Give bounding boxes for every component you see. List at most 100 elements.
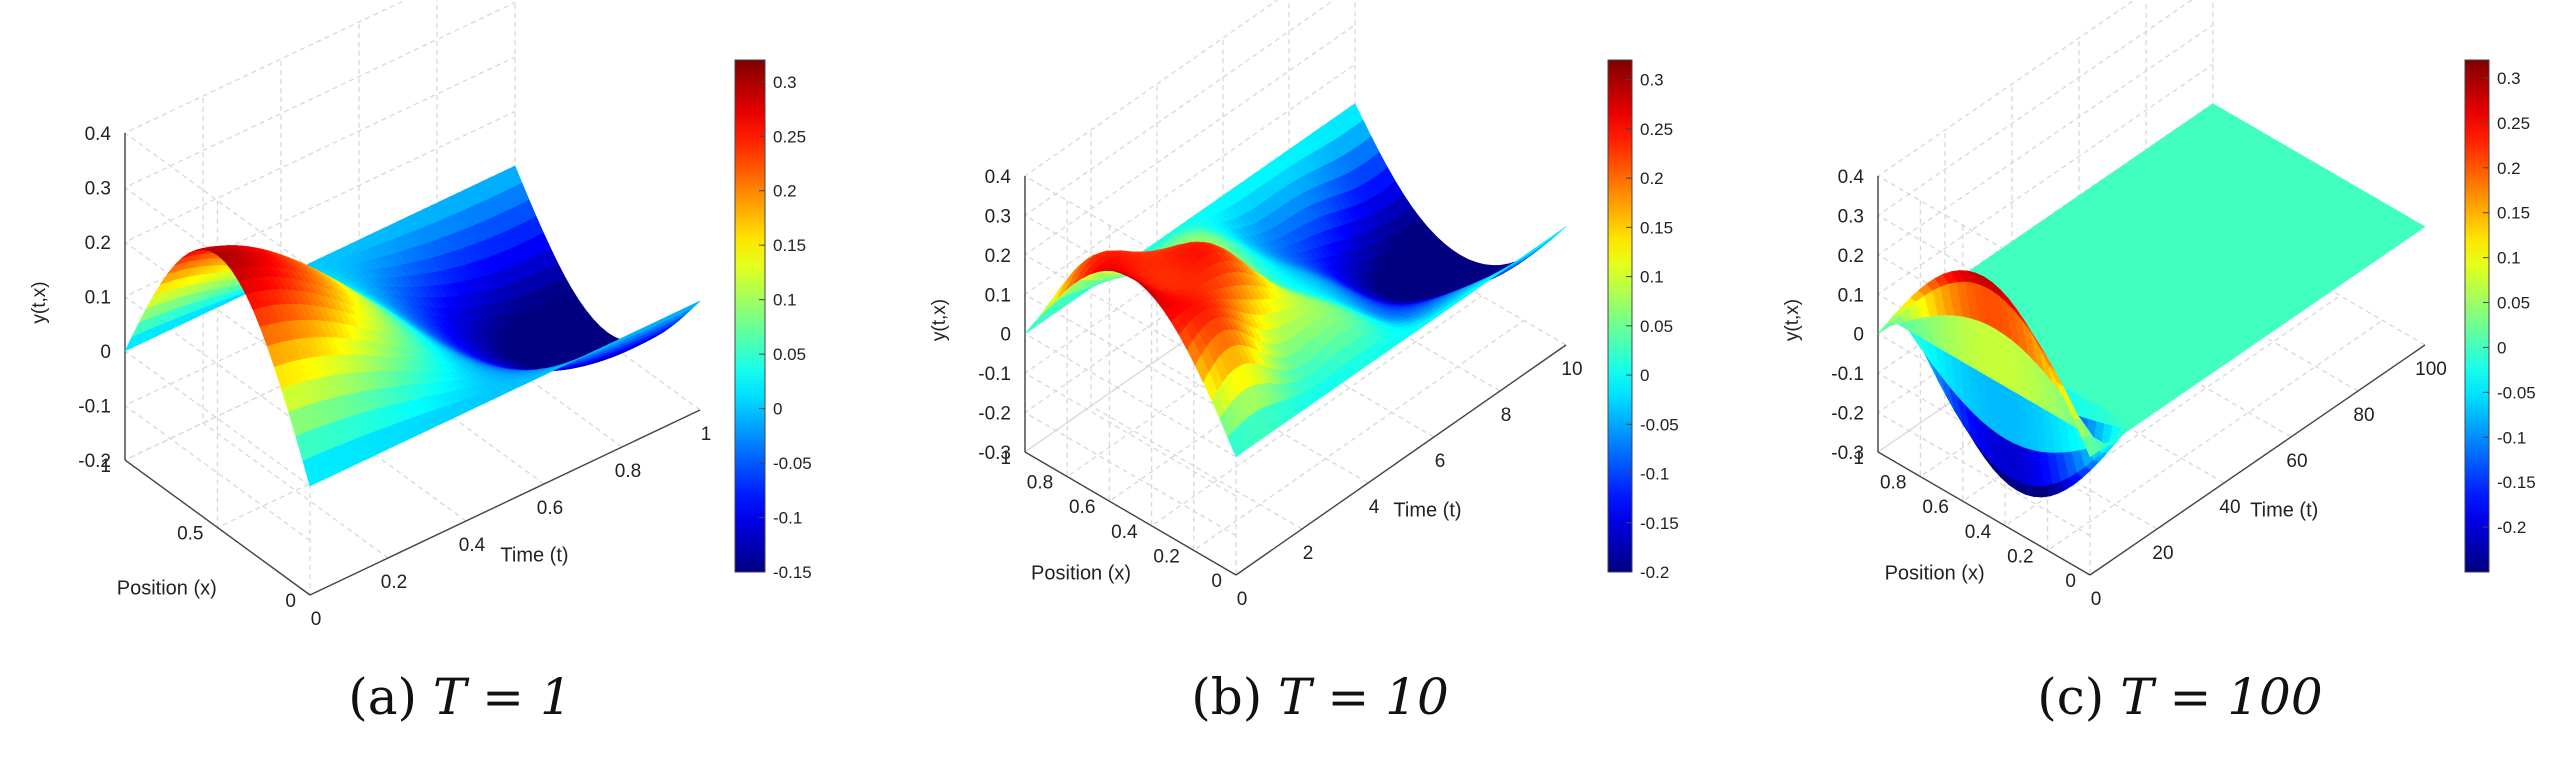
x-axis-label: Time (t) <box>1393 500 1461 522</box>
z-tick-label: 0.1 <box>985 285 1011 306</box>
colorbar-tick-label: 0.2 <box>1640 169 1664 188</box>
colorbar <box>2464 59 2490 573</box>
z-tick-label: 0.3 <box>85 179 111 200</box>
colorbar-tick-label: 0 <box>2497 338 2506 357</box>
colorbar-tick-label: 0.3 <box>2497 69 2521 88</box>
surface-mesh <box>1024 103 1567 458</box>
y-tick-label: 0.5 <box>177 524 203 545</box>
caption-c-math: T = 100 <box>2120 668 2323 726</box>
x-tick-label: 80 <box>2353 405 2374 426</box>
z-tick-label: 0.2 <box>985 246 1011 267</box>
colorbar-tick-label: -0.1 <box>2497 428 2526 447</box>
y-tick-label: 0.8 <box>1880 473 1906 494</box>
x-axis-label: Time (t) <box>2250 500 2318 522</box>
x-tick-label: 60 <box>2286 451 2307 472</box>
z-tick-label: 0.4 <box>985 167 1012 188</box>
colorbar-tick-label: 0.25 <box>1640 120 1673 139</box>
x-tick-label: 8 <box>1501 405 1512 426</box>
z-tick-label: -0.1 <box>78 397 111 418</box>
colorbar-tick-label: 0.2 <box>2497 159 2521 178</box>
colorbar-tick-label: 0.1 <box>2497 249 2521 268</box>
colorbar-tick-label: 0.1 <box>1640 268 1664 287</box>
y-tick-label: 0.4 <box>1965 522 1992 543</box>
colorbar-tick-label: 0.25 <box>2497 114 2530 133</box>
z-tick-label: -0.1 <box>1831 364 1864 385</box>
colorbar-tick-label: -0.15 <box>1640 514 1679 533</box>
y-tick-label: 0.2 <box>1153 546 1179 567</box>
axis-frame <box>1024 176 1567 576</box>
y-tick-label: 0.6 <box>1922 497 1948 518</box>
x-axis-line <box>309 409 701 596</box>
x-tick-label: 4 <box>1369 497 1380 518</box>
x-axis-line <box>1235 344 1567 576</box>
x-tick-label: 2 <box>1303 543 1314 564</box>
z-tick-label: 0.2 <box>85 233 111 254</box>
z-tick-label: -0.3 <box>1831 443 1864 464</box>
y-axis-label: Position (x) <box>117 577 217 599</box>
colorbar-tick-label: 0.2 <box>773 182 797 201</box>
grid-line-x <box>202 96 389 559</box>
colorbar-tick-label: 0.15 <box>1640 218 1673 237</box>
colorbar-tick-label: 0.25 <box>773 127 806 146</box>
x-tick-label: 1 <box>701 424 712 445</box>
colorbar-tick-label: -0.05 <box>1640 415 1679 434</box>
colorbar-tick-label: 0.3 <box>773 73 797 92</box>
x-tick-label: 40 <box>2219 497 2240 518</box>
surface-patch <box>302 457 317 487</box>
axis-frame <box>124 133 701 596</box>
x-tick-label: 0 <box>1237 589 1248 610</box>
y-axis-line <box>124 459 311 596</box>
colorbar-tick-label: -0.05 <box>2497 383 2536 402</box>
y-axis-line <box>1024 451 1237 576</box>
z-tick-label: -0.2 <box>1831 404 1864 425</box>
colorbar-tick-label: -0.2 <box>2497 518 2526 537</box>
y-axis-label: Position (x) <box>1031 563 1131 585</box>
caption-b: (b) T = 10 <box>1170 668 1470 726</box>
colorbar <box>1607 59 1633 573</box>
x-tick-label: 0 <box>311 609 322 630</box>
surface-mesh <box>124 165 701 487</box>
colorbar-tick-label: -0.15 <box>773 563 812 582</box>
y-tick-label: 0 <box>1211 571 1222 592</box>
surface-patch <box>1877 322 1892 334</box>
surface-plot-a: 00.20.40.60.8100.51-0.2-0.100.10.20.30.4… <box>29 0 812 630</box>
y-tick-label: 0 <box>2065 571 2076 592</box>
surface-patch <box>686 300 701 312</box>
colorbar-tick-label: 0 <box>773 400 782 419</box>
colorbar-tick-label: 0.1 <box>773 291 797 310</box>
caption-a: (a) T = 1 <box>330 668 590 726</box>
x-tick-label: 0.6 <box>537 498 563 519</box>
z-axis-label: y(t,x) <box>929 299 950 341</box>
colorbar-tick-label: 0.05 <box>2497 294 2530 313</box>
y-tick-label: 1 <box>100 456 111 477</box>
z-tick-label: 0.1 <box>85 288 111 309</box>
y-tick-label: 0.4 <box>1111 522 1138 543</box>
colorbar-tick-label: 0.05 <box>773 345 806 364</box>
x-tick-label: 20 <box>2152 543 2173 564</box>
caption-c-prefix: (c) <box>2037 668 2121 726</box>
grid-line-y <box>1150 249 1482 528</box>
surface-plot-c: 02040608010000.20.40.60.81-0.3-0.2-0.100… <box>1782 0 2536 610</box>
x-tick-label: 0.8 <box>615 461 641 482</box>
y-tick-label: 0.2 <box>2007 546 2033 567</box>
caption-a-math: T = 1 <box>432 668 572 726</box>
z-axis-label: y(t,x) <box>1782 299 1803 341</box>
colorbar-tick-label: -0.05 <box>773 454 812 473</box>
z-tick-label: -0.2 <box>978 404 1011 425</box>
colorbar-tick-label: -0.1 <box>773 509 802 528</box>
z-tick-label: -0.2 <box>78 451 111 472</box>
y-tick-label: 0 <box>285 591 296 612</box>
colorbar-tick-label: 0 <box>1640 366 1649 385</box>
surface-mesh <box>1877 103 2426 498</box>
grid-line-y <box>1193 274 1525 552</box>
x-tick-label: 0.4 <box>459 535 486 556</box>
colorbar-tick-label: -0.1 <box>1640 465 1669 484</box>
caption-a-prefix: (a) <box>348 668 433 726</box>
caption-b-math: T = 10 <box>1278 668 1449 726</box>
colorbar <box>734 59 766 573</box>
z-tick-label: 0.4 <box>85 124 112 145</box>
